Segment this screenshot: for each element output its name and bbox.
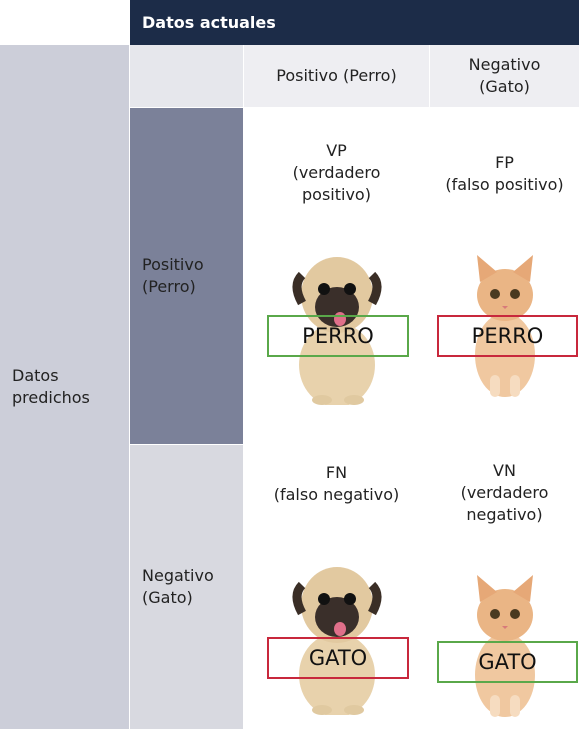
row-header: Negativo (Gato) [130, 445, 243, 729]
text-line: (verdadero [460, 483, 549, 502]
cell-label: VN (verdadero negativo) [430, 460, 579, 526]
text-line: (Gato) [479, 77, 530, 96]
cell-label: FN (falso negativo) [244, 462, 429, 506]
prediction-tag: PERRO [437, 315, 578, 357]
text-line: Positivo (Perro) [276, 66, 397, 85]
text-line: (Gato) [142, 588, 193, 607]
dog-image [292, 567, 382, 715]
text-line: Negativo [142, 566, 214, 585]
text-line: FN [325, 463, 348, 482]
text-line: Negativo [468, 55, 541, 74]
text-line: predichos [12, 388, 90, 407]
row-group: Datos predichos [0, 45, 129, 729]
cat-image [475, 575, 535, 717]
row-header: Positivo (Perro) [130, 108, 243, 444]
col-header: Positivo (Perro) [244, 45, 429, 107]
col-header: Negativo (Gato) [430, 45, 579, 107]
text-line: Datos [12, 366, 59, 385]
text-line: FP [495, 153, 514, 172]
cell-label: FP (falso positivo) [430, 152, 579, 196]
cell-label: VP (verdadero positivo) [244, 140, 429, 206]
header: Datos actuales [130, 0, 579, 45]
text-line: VN [493, 461, 516, 480]
text-line: positivo) [302, 185, 371, 204]
text-line: (Perro) [142, 277, 196, 296]
prediction-tag: GATO [267, 637, 409, 679]
text-line: (falso negativo) [273, 485, 400, 504]
text-line: (falso positivo) [445, 175, 564, 194]
text-line: (verdadero [292, 163, 381, 182]
text-line: VP [326, 141, 347, 160]
text-line: Positivo [142, 255, 204, 274]
prediction-tag: GATO [437, 641, 578, 683]
prediction-tag: PERRO [267, 315, 409, 357]
corner [130, 45, 243, 107]
text-line: negativo) [466, 505, 543, 524]
header-title: Datos actuales [142, 12, 276, 32]
